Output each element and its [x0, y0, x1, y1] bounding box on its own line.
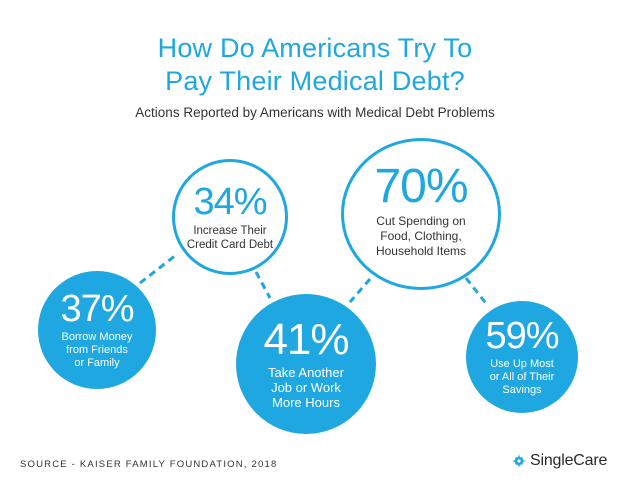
percentage: 70% [374, 160, 468, 213]
source-citation: SOURCE - KAISER FAMILY FOUNDATION, 2018 [20, 459, 278, 470]
bubble-credit-card-debt: 34% Increase Their Credit Card Debt [172, 159, 288, 275]
connector-70-41 [348, 278, 372, 303]
connector-70-59 [464, 277, 490, 307]
bubble-label: Take Another Job or Work More Hours [268, 365, 344, 410]
bubble-label: Use Up Most or All of Their Savings [489, 358, 555, 396]
title-line-2: Pay Their Medical Debt? [165, 66, 465, 96]
logo-text: SingleCare [530, 452, 608, 469]
bubble-borrow-money: 37% Borrow Money from Friends or Family [38, 271, 156, 389]
page-title: How Do Americans Try To Pay Their Medica… [0, 32, 630, 98]
bubble-cut-spending: 70% Cut Spending on Food, Clothing, Hous… [341, 138, 501, 290]
singlecare-logo: SingleCare [512, 452, 607, 470]
bubble-label: Cut Spending on Food, Clothing, Househol… [375, 214, 467, 258]
percentage: 34% [193, 180, 267, 223]
percentage: 37% [60, 288, 134, 330]
connector-34-41 [254, 271, 272, 299]
subtitle: Actions Reported by Americans with Medic… [135, 105, 495, 120]
connector-37-34 [139, 253, 177, 285]
percentage: 59% [485, 315, 559, 357]
bubble-another-job: 41% Take Another Job or Work More Hours [236, 294, 376, 434]
bubble-savings: 59% Use Up Most or All of Their Savings [466, 301, 578, 413]
percentage: 41% [263, 315, 349, 364]
singlecare-star-icon [512, 454, 526, 468]
bubble-label: Borrow Money from Friends or Family [61, 331, 133, 369]
bubble-label: Increase Their Credit Card Debt [186, 224, 274, 251]
title-line-1: How Do Americans Try To [157, 33, 473, 63]
